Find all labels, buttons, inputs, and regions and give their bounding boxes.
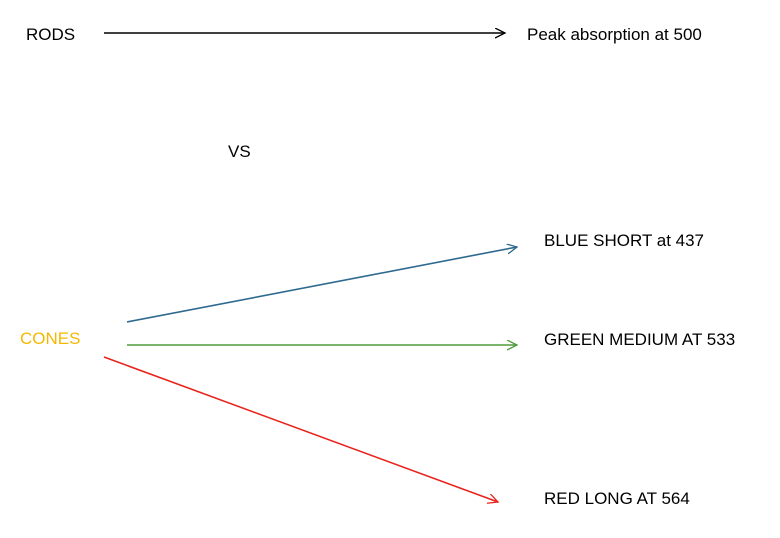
cones-label: CONES [20, 329, 81, 348]
rods-peak-absorption-label: Peak absorption at 500 [527, 25, 702, 44]
vs-label: VS [228, 142, 251, 161]
red-long-label: RED LONG AT 564 [544, 489, 690, 508]
green-medium-label: GREEN MEDIUM AT 533 [544, 330, 736, 349]
rods-label: RODS [26, 25, 76, 44]
blue-short-label: BLUE SHORT at 437 [544, 231, 705, 250]
blue-short-arrow [126, 247, 517, 323]
red-long-arrow [103, 356, 498, 502]
